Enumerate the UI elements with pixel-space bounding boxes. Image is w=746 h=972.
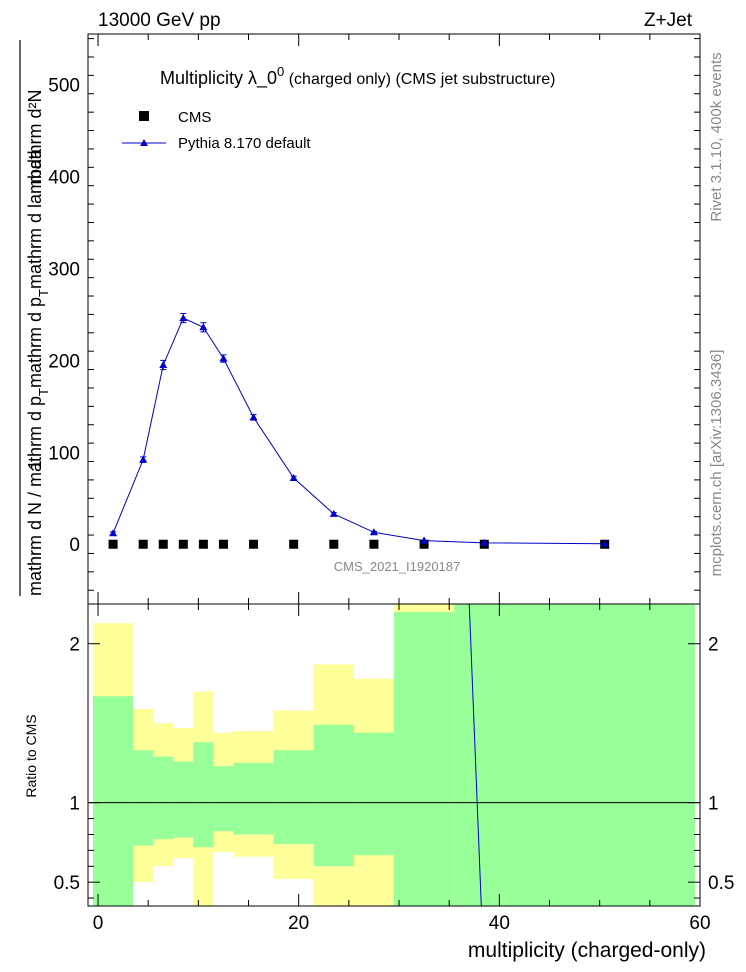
cms-point	[108, 539, 118, 549]
cms-point	[249, 539, 259, 549]
ratio-y-tick-label: 2	[69, 635, 80, 656]
ratio-band-gap	[213, 851, 234, 906]
mc-point-overlay	[600, 539, 609, 547]
mc-point	[289, 474, 298, 482]
mc-line	[112, 317, 605, 545]
mc-point	[219, 354, 228, 362]
y-tick-label: 100	[48, 443, 80, 464]
ratio-band-inner	[353, 732, 394, 856]
mc-point-overlay	[480, 538, 489, 546]
ratio-band-inner	[394, 611, 455, 906]
main-y-axis-label: 1 mathrm d²N mathrm d N / mathrm d pTmat…	[19, 40, 51, 596]
ratio-band-inner	[273, 750, 314, 845]
x-tick-label: 20	[288, 913, 309, 934]
mc-point	[369, 528, 378, 536]
rivet-label: Rivet 3.1.10, 400k events	[708, 52, 725, 221]
mc-point	[249, 413, 258, 421]
source-label: mcplots.cern.ch [arXiv:1306.3436]	[708, 350, 725, 577]
ratio-band-inner	[153, 756, 174, 840]
ratio-panel: 0.5 0.5 1 1 2 2 0 20 40 60 Ratio to CMS multipli…	[23, 603, 735, 962]
header-left: 13000 GeV pp	[98, 10, 221, 31]
ylabel-one: 1	[25, 460, 45, 470]
main-ticks	[88, 34, 701, 604]
y-tick-label: 300	[48, 259, 80, 280]
ratio-band-inner	[213, 766, 234, 832]
y-tick-label: 0	[69, 535, 80, 556]
ratio-band-gap	[133, 882, 154, 906]
cms-point	[419, 539, 429, 549]
ratio-band-inner	[233, 762, 274, 835]
legend-label-mc: Pythia 8.170 default	[178, 135, 311, 152]
ratio-band-inner	[454, 604, 695, 906]
mc-point	[179, 314, 188, 322]
chart-title: Multiplicity λ_00 (charged only) (CMS je…	[160, 64, 555, 89]
x-tick-label: 40	[489, 913, 510, 934]
cms-point	[218, 539, 228, 549]
ratio-band-inner	[173, 761, 194, 838]
x-tick-labels: 0 20 40 60	[93, 913, 711, 934]
legend-marker-mc	[140, 139, 148, 146]
mc-point	[199, 323, 208, 331]
ratio-band-inner	[133, 750, 154, 846]
cms-point	[329, 539, 339, 549]
ylabel-den-sub: T	[36, 388, 51, 396]
watermark: CMS_2021_I1920187	[334, 559, 461, 574]
mc-point	[139, 455, 148, 463]
mc-point-overlay	[420, 536, 429, 544]
ratio-y-label: Ratio to CMS	[23, 714, 39, 797]
ratio-band-gap	[173, 858, 194, 906]
main-y-tick-labels: 0 100 200 300 400 500	[48, 76, 80, 557]
mc-point	[109, 529, 118, 537]
main-panel: 0 100 200 300 400 500 CMS_2021_I1920187 Multi…	[48, 33, 701, 605]
cms-point	[289, 539, 299, 549]
ratio-frame	[87, 603, 701, 907]
chart-title-main: Multiplicity λ_0	[160, 68, 277, 89]
ratio-mc-line	[468, 604, 482, 906]
y-tick-label: 400	[48, 168, 80, 189]
x-tick-label: 0	[93, 913, 104, 934]
ratio-band-inner	[93, 696, 134, 906]
ratio-y-tick-label-right: 1	[708, 794, 719, 815]
chart-title-sup: 0	[277, 64, 284, 79]
ratio-bands	[93, 604, 695, 906]
ylabel-numerator: mathrm d²N	[25, 89, 45, 184]
header-right: Z+Jet	[644, 10, 693, 31]
legend-marker-cms	[139, 111, 149, 121]
mc-point	[159, 360, 168, 368]
ratio-mc-segment	[468, 604, 482, 906]
cms-point	[198, 539, 208, 549]
cms-point	[178, 539, 188, 549]
ratio-y-tick-label-right: 0.5	[708, 873, 734, 894]
ratio-band-gap	[233, 856, 274, 906]
ratio-band-gap	[273, 878, 314, 906]
ratio-band-inner	[313, 724, 354, 867]
ratio-band-inner	[193, 742, 214, 848]
ratio-y-tick-label: 1	[69, 794, 80, 815]
y-tick-label: 500	[48, 76, 80, 97]
mc-point	[329, 509, 338, 517]
cms-series	[108, 536, 610, 549]
ylabel-den-sub2: T	[36, 289, 51, 297]
legend-label-cms: CMS	[178, 109, 211, 126]
cms-point	[369, 539, 379, 549]
cms-point	[158, 539, 168, 549]
ratio-y-tick-label-right: 2	[708, 635, 719, 656]
ylabel-den-top: mathrm d N / mathrm d p	[25, 396, 45, 596]
ratio-band-gap	[153, 866, 174, 906]
ratio-y-tick-labels: 0.5 0.5 1 1 2 2	[54, 635, 735, 894]
mc-series	[109, 312, 609, 547]
ylabel-denominator: mathrm d N / mathrm d pTmathrm d pTmathr…	[25, 148, 51, 596]
ratio-y-tick-label: 0.5	[54, 873, 80, 894]
ylabel-den-mid: mathrm d p	[25, 297, 45, 388]
ratio-ticks	[88, 604, 701, 906]
cms-point	[138, 539, 148, 549]
y-tick-label: 200	[48, 351, 80, 372]
x-axis-label: multiplicity (charged-only)	[468, 939, 706, 962]
chart-title-rest: (charged only) (CMS jet substructure)	[284, 71, 555, 88]
x-tick-label: 60	[689, 913, 710, 934]
ylabel-den-tail: mathrm d lambda	[25, 148, 45, 289]
